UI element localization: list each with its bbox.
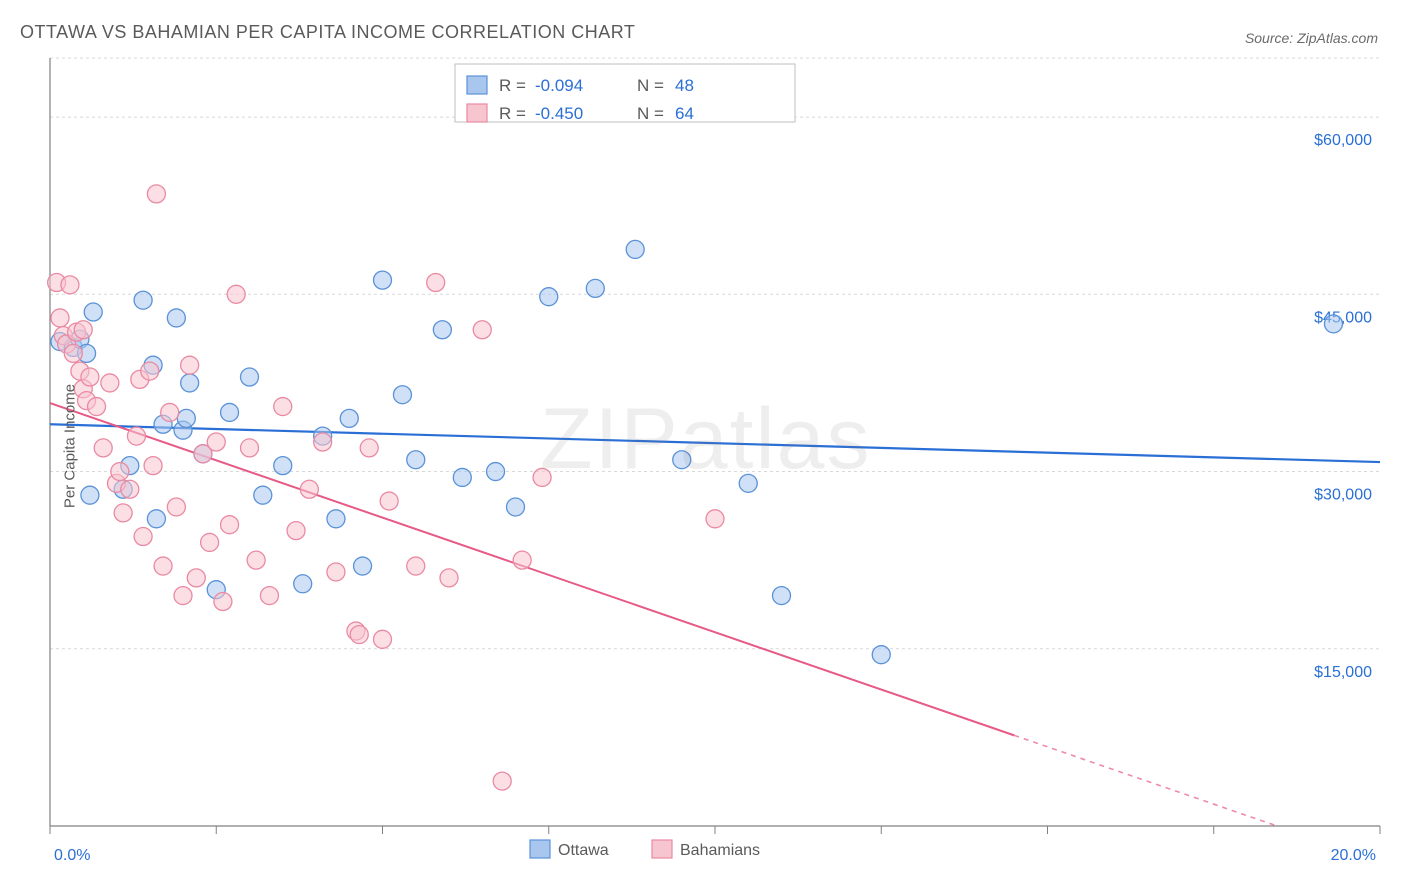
svg-text:20.0%: 20.0%	[1331, 847, 1376, 864]
source-label: Source: ZipAtlas.com	[1245, 30, 1378, 46]
svg-text:64: 64	[675, 104, 694, 123]
svg-text:Bahamians: Bahamians	[680, 842, 760, 859]
svg-text:R =: R =	[499, 76, 526, 95]
svg-text:-0.094: -0.094	[535, 76, 583, 95]
svg-text:$60,000: $60,000	[1314, 132, 1372, 149]
svg-text:Ottawa: Ottawa	[558, 842, 609, 859]
svg-text:R =: R =	[499, 104, 526, 123]
svg-text:0.0%: 0.0%	[54, 847, 90, 864]
chart-container: OTTAWA VS BAHAMIAN PER CAPITA INCOME COR…	[0, 0, 1406, 892]
chart-svg: $15,000 $30,000 $45,000 $60,000 0.0% 20.0% R =…	[0, 0, 1406, 892]
svg-text:-0.450: -0.450	[535, 104, 583, 123]
svg-text:$15,000: $15,000	[1314, 664, 1372, 681]
chart-title: OTTAWA VS BAHAMIAN PER CAPITA INCOME COR…	[20, 22, 635, 43]
svg-text:N =: N =	[637, 76, 664, 95]
svg-text:$45,000: $45,000	[1314, 309, 1372, 326]
svg-text:$30,000: $30,000	[1314, 487, 1372, 504]
yaxis-label: Per Capita Income	[62, 384, 79, 508]
svg-text:48: 48	[675, 76, 694, 95]
svg-text:N =: N =	[637, 104, 664, 123]
